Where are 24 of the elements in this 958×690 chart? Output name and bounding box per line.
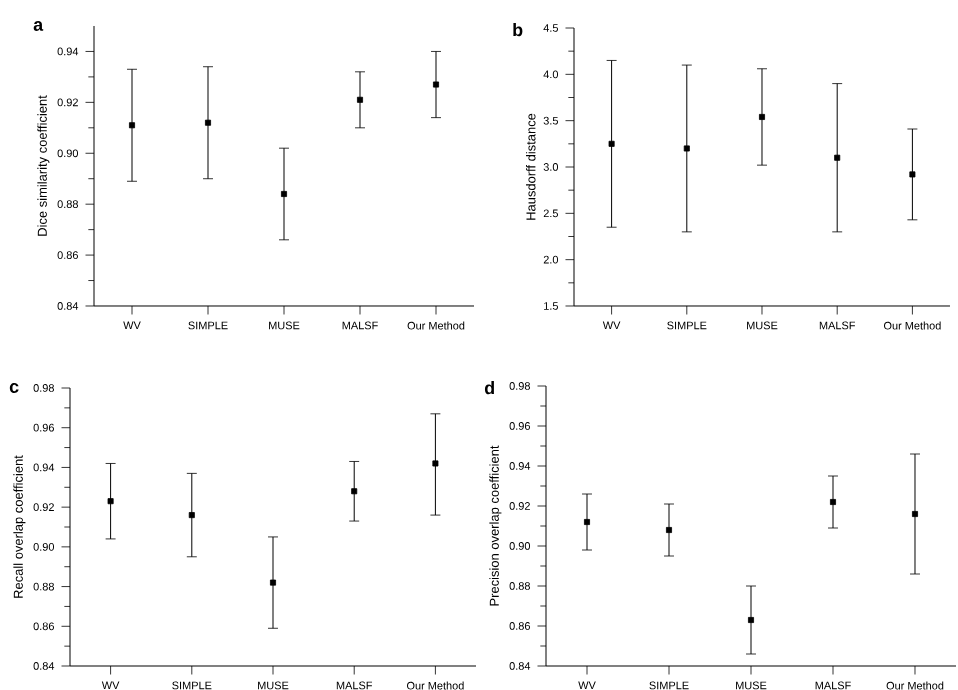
chart-title: c <box>9 383 19 393</box>
point <box>357 96 363 103</box>
chart-title: b <box>513 23 523 37</box>
point <box>129 122 135 129</box>
point <box>205 119 211 126</box>
point <box>584 519 590 525</box>
point <box>107 498 114 505</box>
point <box>834 154 841 161</box>
point <box>433 81 439 88</box>
point <box>432 460 439 467</box>
chart-title: a <box>33 21 44 31</box>
point <box>270 579 276 586</box>
point <box>188 512 195 519</box>
point <box>351 488 358 495</box>
point <box>759 113 765 120</box>
point <box>748 617 754 623</box>
point <box>666 527 672 533</box>
point <box>683 145 690 152</box>
point <box>830 499 836 505</box>
point <box>909 171 916 178</box>
point <box>608 140 615 147</box>
point <box>281 191 287 197</box>
point <box>912 511 918 517</box>
chart-title: d <box>484 381 494 395</box>
